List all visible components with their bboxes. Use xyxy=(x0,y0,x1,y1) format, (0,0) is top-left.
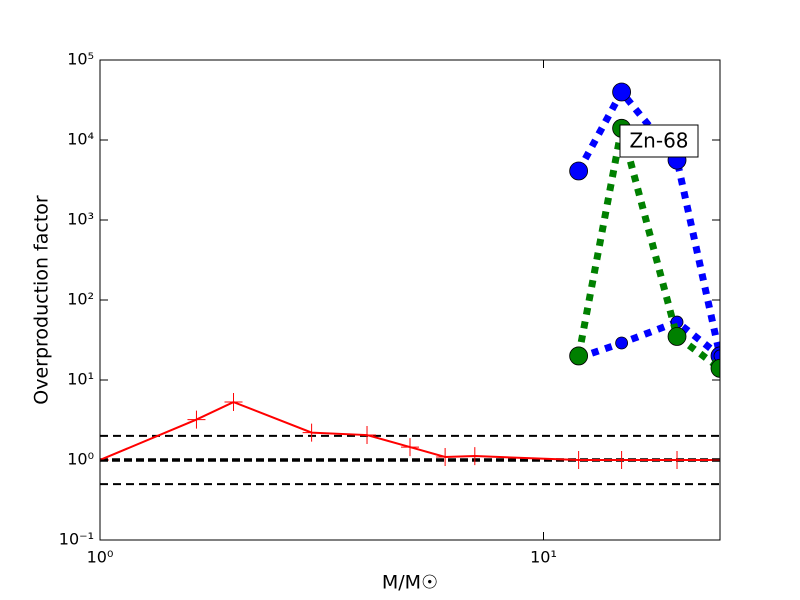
marker xyxy=(668,451,687,469)
y-axis-label: Overproduction factor xyxy=(31,195,53,405)
marker xyxy=(187,410,206,429)
y-tick-label: 10³ xyxy=(67,210,94,229)
marker xyxy=(667,327,687,346)
x-axis-label: M/M☉ xyxy=(382,572,438,594)
marker xyxy=(612,82,632,102)
marker xyxy=(569,451,588,469)
x-tick-label: 10¹ xyxy=(530,548,557,567)
y-tick-label: 10⁻¹ xyxy=(59,530,94,549)
x-tick-label: 10⁰ xyxy=(87,548,114,567)
marker xyxy=(465,447,484,466)
y-tick-label: 10⁰ xyxy=(67,450,94,469)
marker xyxy=(436,448,455,467)
marker xyxy=(612,451,631,469)
marker xyxy=(302,423,321,442)
series-line xyxy=(575,127,720,372)
marker xyxy=(713,349,720,363)
series-line xyxy=(577,318,720,362)
marker xyxy=(358,426,377,445)
y-tick-label: 10¹ xyxy=(67,370,94,389)
marker xyxy=(710,358,720,378)
y-tick-label: 10² xyxy=(67,290,94,309)
annotation-box xyxy=(619,124,699,158)
marker xyxy=(569,346,589,366)
y-tick-label: 10⁴ xyxy=(67,130,94,149)
marker xyxy=(224,393,243,412)
marker xyxy=(615,336,629,350)
series-line xyxy=(575,85,720,357)
series-line xyxy=(100,400,720,461)
y-tick-label: 10⁵ xyxy=(67,50,94,69)
marker xyxy=(401,438,419,457)
marker xyxy=(569,161,589,181)
annotation: Zn-68 xyxy=(629,129,688,153)
